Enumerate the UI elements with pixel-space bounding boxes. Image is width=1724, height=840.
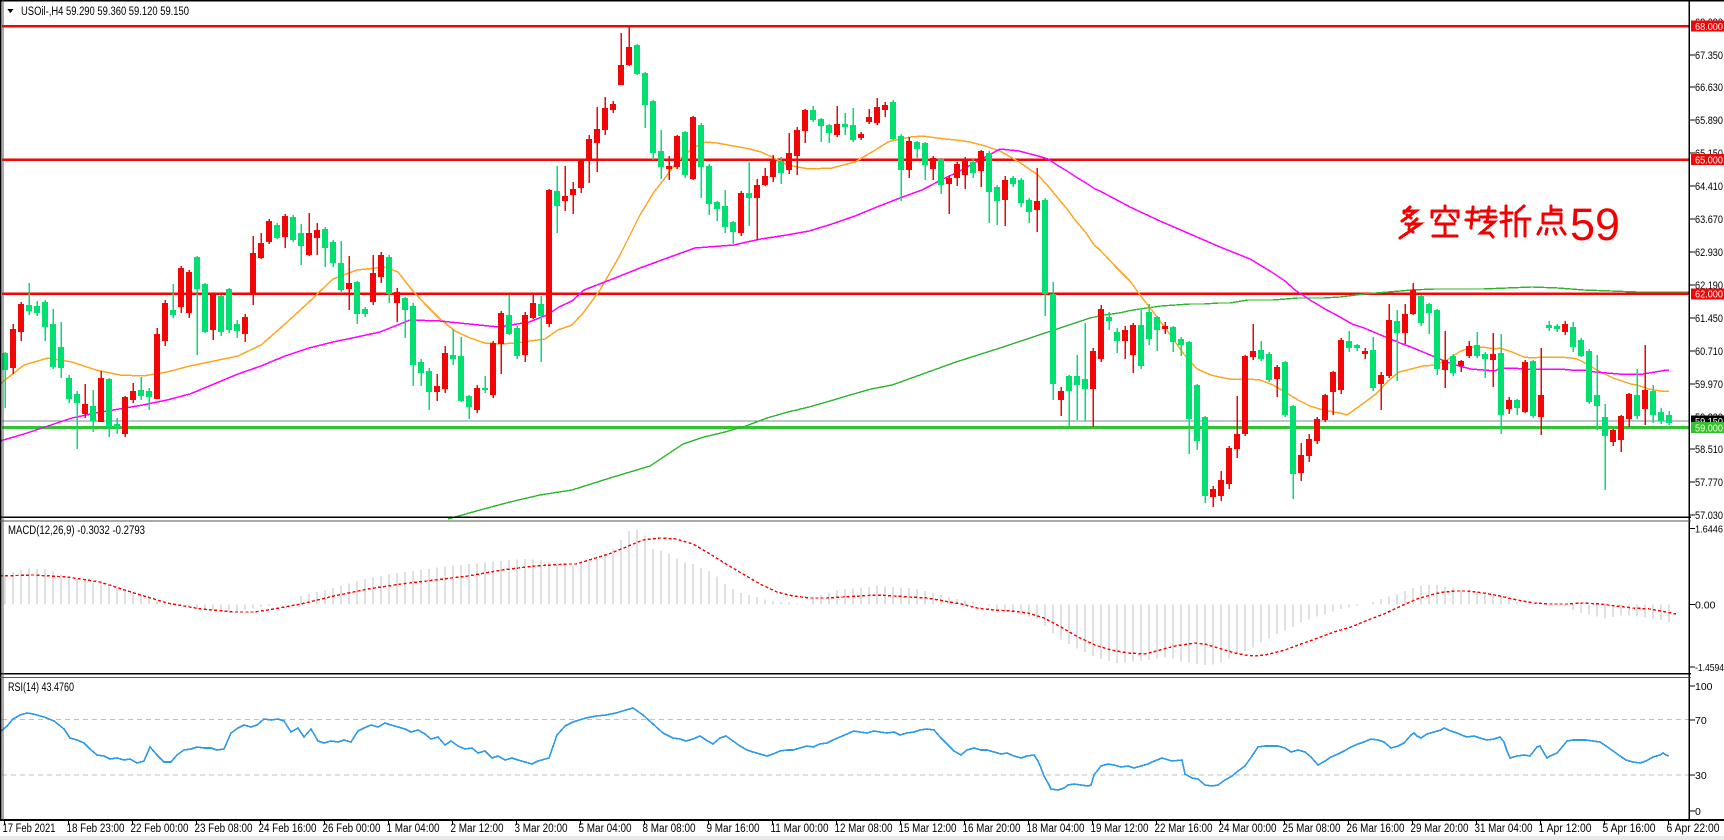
svg-text:23 Feb 08:00: 23 Feb 08:00 — [195, 823, 253, 835]
svg-text:3 Mar 20:00: 3 Mar 20:00 — [515, 823, 568, 835]
svg-text:100: 100 — [1695, 681, 1713, 693]
svg-text:2 Mar 12:00: 2 Mar 12:00 — [451, 823, 504, 835]
svg-text:9 Mar 16:00: 9 Mar 16:00 — [707, 823, 760, 835]
svg-text:66.630: 66.630 — [1695, 82, 1723, 94]
svg-text:70: 70 — [1695, 715, 1707, 727]
svg-text:65.890: 65.890 — [1695, 115, 1723, 127]
svg-text:59.970: 59.970 — [1695, 379, 1723, 391]
svg-text:17 Feb 2021: 17 Feb 2021 — [3, 823, 56, 835]
svg-text:29 Mar 20:00: 29 Mar 20:00 — [1411, 823, 1469, 835]
svg-text:68.000: 68.000 — [1695, 21, 1723, 33]
svg-text:16 Mar 20:00: 16 Mar 20:00 — [963, 823, 1021, 835]
svg-text:24 Mar 00:00: 24 Mar 00:00 — [1219, 823, 1277, 835]
svg-text:58.510: 58.510 — [1695, 444, 1723, 456]
svg-text:6 Apr 22:00: 6 Apr 22:00 — [1667, 823, 1720, 835]
svg-text:1.6446: 1.6446 — [1695, 524, 1723, 536]
svg-text:18 Mar 04:00: 18 Mar 04:00 — [1027, 823, 1085, 835]
svg-text:26 Feb 00:00: 26 Feb 00:00 — [323, 823, 381, 835]
svg-text:22 Feb 00:00: 22 Feb 00:00 — [131, 823, 189, 835]
svg-text:19 Mar 12:00: 19 Mar 12:00 — [1091, 823, 1149, 835]
svg-text:-1.4594: -1.4594 — [1695, 662, 1724, 674]
svg-text:0: 0 — [1695, 806, 1701, 818]
svg-text:57.030: 57.030 — [1695, 510, 1723, 522]
svg-text:65.000: 65.000 — [1695, 154, 1723, 166]
svg-text:67.350: 67.350 — [1695, 50, 1723, 62]
svg-text:64.410: 64.410 — [1695, 181, 1723, 193]
svg-text:0.00: 0.00 — [1695, 600, 1716, 612]
svg-text:1 Mar 04:00: 1 Mar 04:00 — [387, 823, 440, 835]
svg-text:59.000: 59.000 — [1695, 423, 1723, 435]
svg-text:5 Apr 16:00: 5 Apr 16:00 — [1603, 823, 1656, 835]
svg-text:59: 59 — [1570, 199, 1620, 250]
svg-text:31 Mar 04:00: 31 Mar 04:00 — [1475, 823, 1533, 835]
svg-text:60.710: 60.710 — [1695, 346, 1723, 358]
svg-text:15 Mar 12:00: 15 Mar 12:00 — [899, 823, 957, 835]
svg-text:61.450: 61.450 — [1695, 313, 1723, 325]
svg-text:8 Mar 08:00: 8 Mar 08:00 — [643, 823, 696, 835]
svg-text:25 Mar 08:00: 25 Mar 08:00 — [1283, 823, 1341, 835]
svg-text:62.000: 62.000 — [1695, 289, 1723, 301]
svg-text:30: 30 — [1695, 770, 1707, 782]
svg-text:63.670: 63.670 — [1695, 214, 1723, 226]
svg-text:57.770: 57.770 — [1695, 477, 1723, 489]
svg-text:26 Mar 16:00: 26 Mar 16:00 — [1347, 823, 1405, 835]
svg-text:USOil-,H4 59.290 59.360 59.12: USOil-,H4 59.290 59.360 59.120 59.150 — [21, 6, 189, 18]
svg-text:1 Apr 12:00: 1 Apr 12:00 — [1539, 823, 1592, 835]
svg-text:18 Feb 23:00: 18 Feb 23:00 — [67, 823, 125, 835]
svg-text:22 Mar 16:00: 22 Mar 16:00 — [1155, 823, 1213, 835]
svg-text:12 Mar 08:00: 12 Mar 08:00 — [835, 823, 893, 835]
svg-text:MACD(12,26,9) -0.3032 -0.2793: MACD(12,26,9) -0.3032 -0.2793 — [8, 525, 145, 537]
svg-text:5 Mar 04:00: 5 Mar 04:00 — [579, 823, 632, 835]
svg-text:62.930: 62.930 — [1695, 247, 1723, 259]
svg-text:RSI(14) 43.4760: RSI(14) 43.4760 — [8, 682, 74, 694]
svg-text:11 Mar 00:00: 11 Mar 00:00 — [771, 823, 829, 835]
svg-text:24 Feb 16:00: 24 Feb 16:00 — [259, 823, 317, 835]
